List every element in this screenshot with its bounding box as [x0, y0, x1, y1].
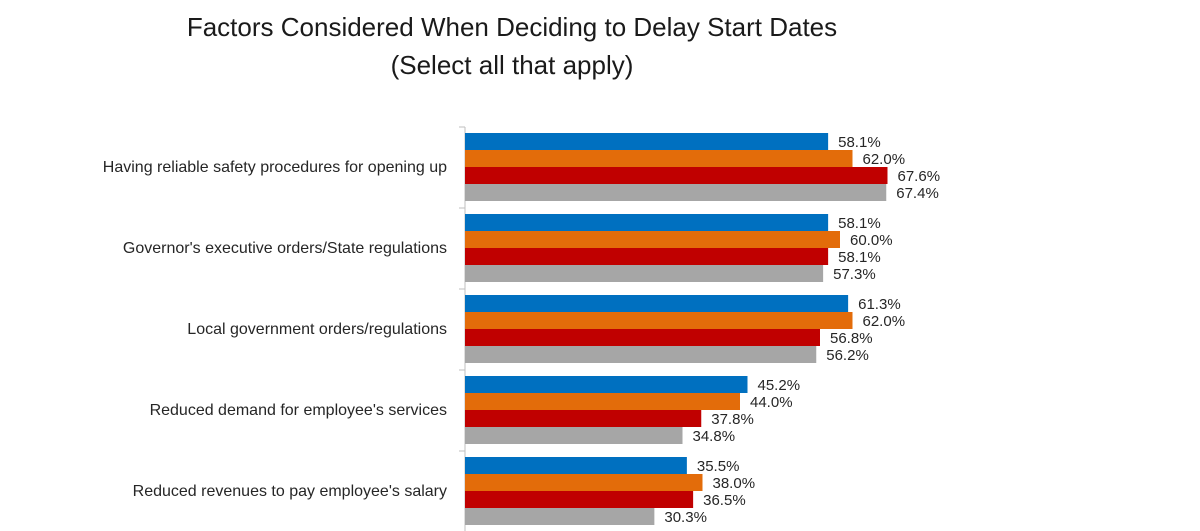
category-label: Governor's executive orders/State regula… [123, 240, 447, 257]
bar [465, 312, 853, 329]
data-label: 58.1% [838, 134, 881, 151]
bar [465, 167, 888, 184]
bar [465, 329, 820, 346]
bar [465, 231, 840, 248]
bar [465, 376, 748, 393]
data-label: 57.3% [833, 266, 876, 283]
data-label: 37.8% [711, 411, 754, 428]
data-label: 56.2% [826, 347, 869, 364]
category-label: Reduced demand for employee's services [150, 402, 447, 419]
bar [465, 248, 829, 265]
bar [465, 184, 887, 201]
bar [465, 474, 703, 491]
data-label: 62.0% [863, 151, 906, 168]
bar [465, 346, 817, 363]
chart-title: Factors Considered When Deciding to Dela… [186, 12, 838, 42]
bar [465, 295, 849, 312]
data-label: 56.8% [830, 330, 873, 347]
data-label: 44.0% [750, 394, 793, 411]
data-label: 61.3% [858, 296, 901, 313]
data-label: 58.1% [838, 249, 881, 266]
data-label: 45.2% [758, 377, 801, 394]
data-label: 36.5% [703, 492, 746, 509]
data-label: 67.4% [896, 185, 939, 202]
bar [465, 150, 853, 167]
category-label: Having reliable safety procedures for op… [103, 159, 447, 176]
bar [465, 265, 824, 282]
bar [465, 410, 702, 427]
bar [465, 457, 687, 474]
bar [465, 491, 694, 508]
bar [465, 393, 740, 410]
bar [465, 133, 829, 150]
data-label: 35.5% [697, 458, 740, 475]
data-label: 60.0% [850, 232, 893, 249]
bar [465, 427, 683, 444]
data-label: 67.6% [898, 168, 941, 185]
data-label: 30.3% [664, 509, 707, 526]
data-label: 58.1% [838, 215, 881, 232]
category-label: Reduced revenues to pay employee's salar… [133, 483, 447, 500]
bar [465, 508, 655, 525]
category-label: Local government orders/regulations [187, 321, 447, 338]
chart-subtitle: (Select all that apply) [390, 50, 634, 80]
data-label: 62.0% [863, 313, 906, 330]
bar [465, 214, 829, 231]
data-label: 34.8% [693, 428, 736, 445]
data-label: 38.0% [713, 475, 756, 492]
